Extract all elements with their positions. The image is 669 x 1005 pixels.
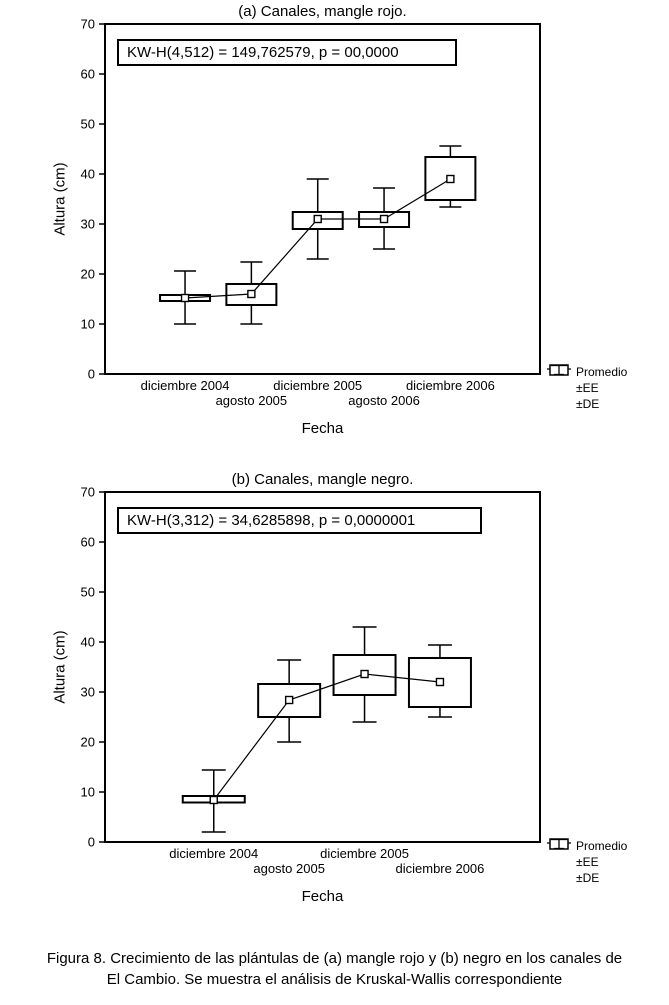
chart-b-y-axis-label: Altura (cm) — [51, 630, 69, 704]
category-label: diciembre 2005 — [320, 846, 409, 861]
chart-b: (b) Canales, mangle negro. 0 10 20 30 40 50 60… — [0, 468, 669, 923]
y-tick-label: 50 — [81, 117, 95, 132]
y-tick-label: 0 — [88, 367, 95, 382]
mean-marker — [379, 214, 389, 224]
legend-label-de: ±DE — [576, 397, 600, 411]
chart-b-x-axis-label: Fecha — [301, 888, 344, 905]
category-label: agosto 2005 — [253, 861, 325, 876]
chart-a-y-axis-label: Altura (cm) — [51, 162, 69, 236]
category-label: diciembre 2006 — [406, 378, 495, 393]
legend-label-ee: ±EE — [576, 381, 599, 395]
category-label: agosto 2006 — [348, 393, 420, 408]
mean-line — [213, 673, 441, 801]
caption-line-1: Figura 8. Crecimiento de las plántulas d… — [46, 950, 623, 967]
mean-marker — [209, 795, 218, 805]
legend-label-ee: ±EE — [576, 855, 599, 869]
y-tick-label: 0 — [88, 835, 95, 850]
legend-item-de: ±DE — [546, 838, 627, 886]
chart-b-kw-annotation: KW-H(3,312) = 34,6285898, p = 0,0000001 — [117, 507, 482, 534]
category-label: diciembre 2006 — [396, 861, 485, 876]
ee-box — [424, 156, 477, 201]
category-label: diciembre 2004 — [141, 378, 230, 393]
y-tick-label: 50 — [81, 585, 95, 600]
chart-b-legend: Promedio ±EE ±DE — [546, 838, 627, 886]
legend-item-ee: ±EE — [546, 364, 627, 396]
plot-frame — [104, 491, 541, 843]
legend-item-de: ±DE — [546, 364, 627, 412]
y-tick-label: 10 — [81, 317, 95, 332]
y-tick-label: 60 — [81, 535, 95, 550]
legend-item-ee: ±EE — [546, 838, 627, 870]
mean-marker — [247, 289, 256, 299]
y-tick-label: 40 — [81, 167, 95, 182]
y-tick-label: 20 — [81, 735, 95, 750]
mean-marker — [435, 677, 445, 687]
mean-marker — [360, 669, 369, 679]
mean-marker — [284, 695, 294, 705]
category-label: diciembre 2004 — [169, 846, 258, 861]
chart-a-title: (a) Canales, mangle rojo. — [238, 3, 407, 20]
y-tick-label: 70 — [81, 17, 95, 32]
caption-line-2: El Cambio. Se muestra el análisis de Kru… — [106, 971, 563, 988]
chart-a-kw-annotation: KW-H(4,512) = 149,762579, p = 00,0000 — [117, 39, 457, 66]
y-tick-label: 30 — [81, 217, 95, 232]
y-tick-label: 20 — [81, 267, 95, 282]
category-label: agosto 2005 — [216, 393, 288, 408]
chart-a: (a) Canales, mangle rojo. 0 10 20 30 40 50 60 7… — [0, 0, 669, 455]
y-tick-label: 70 — [81, 485, 95, 500]
figure-caption: Figura 8. Crecimiento de las plántulas d… — [0, 948, 669, 990]
mean-marker — [313, 214, 322, 224]
mean-marker — [446, 174, 455, 184]
chart-a-legend: Promedio ±EE ±DE — [546, 364, 627, 412]
mean-marker — [180, 293, 190, 303]
y-tick-label: 30 — [81, 685, 95, 700]
y-tick-label: 60 — [81, 67, 95, 82]
y-tick-label: 10 — [81, 785, 95, 800]
y-tick-label: 40 — [81, 635, 95, 650]
legend-label-promedio: Promedio — [576, 365, 628, 379]
legend-label-de: ±DE — [576, 871, 600, 885]
legend-label-promedio: Promedio — [576, 839, 628, 853]
chart-a-x-axis-label: Fecha — [301, 420, 344, 437]
chart-b-title: (b) Canales, mangle negro. — [231, 471, 414, 488]
category-label: diciembre 2005 — [273, 378, 362, 393]
